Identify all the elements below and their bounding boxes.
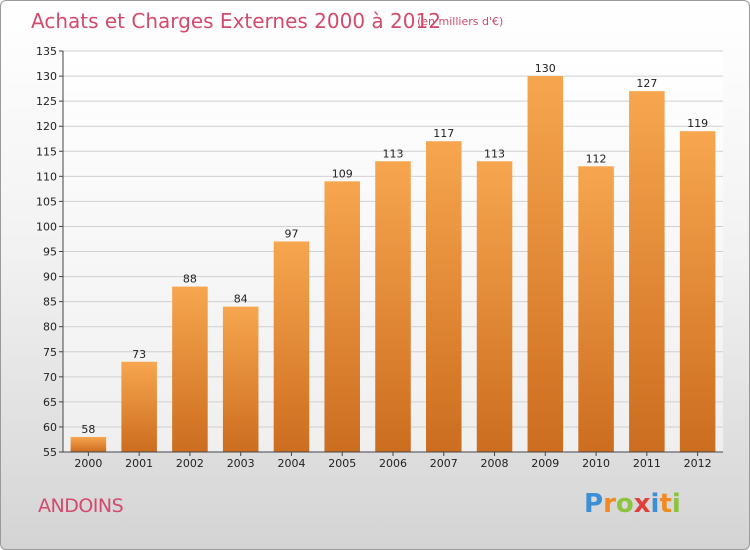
y-tick-label: 55 bbox=[43, 446, 57, 459]
bar-value-label: 127 bbox=[636, 77, 657, 90]
y-tick-label: 95 bbox=[43, 246, 57, 259]
x-tick-label: 2003 bbox=[227, 457, 255, 470]
x-tick-label: 2010 bbox=[582, 457, 610, 470]
y-tick-label: 125 bbox=[36, 95, 57, 108]
bar bbox=[70, 436, 107, 452]
y-tick-label: 85 bbox=[43, 296, 57, 309]
x-tick-label: 2005 bbox=[328, 457, 356, 470]
chart-title: Achats et Charges Externes 2000 à 2012 bbox=[31, 9, 441, 33]
logo-letter: i bbox=[671, 489, 681, 519]
logo-letter: o bbox=[615, 489, 634, 519]
logo-letter: x bbox=[633, 489, 651, 519]
y-tick-label: 120 bbox=[36, 120, 57, 133]
y-axis: 55 60 65 70 75 80 85 90 95 100 105 110 115 120 125 130 1… bbox=[36, 45, 63, 459]
bar bbox=[476, 161, 513, 452]
x-tick-label: 2011 bbox=[633, 457, 661, 470]
bar bbox=[629, 91, 665, 452]
bar bbox=[324, 181, 360, 452]
bar-value-label: 130 bbox=[535, 62, 556, 75]
x-tick-label: 2006 bbox=[379, 457, 407, 470]
bar-value-label: 119 bbox=[687, 117, 708, 130]
bar-value-label: 84 bbox=[234, 293, 248, 306]
x-tick-label: 2000 bbox=[74, 457, 102, 470]
bars: 58 73 88 84 97 109 113 117 113 130 112 127 119 bbox=[70, 62, 716, 452]
bar-value-label: 58 bbox=[81, 423, 95, 436]
x-tick-label: 2002 bbox=[176, 457, 204, 470]
y-tick-label: 135 bbox=[36, 45, 57, 58]
bar-value-label: 97 bbox=[284, 227, 298, 240]
y-tick-label: 100 bbox=[36, 220, 57, 233]
bar-value-label: 88 bbox=[183, 273, 197, 286]
bar bbox=[679, 131, 716, 452]
bar bbox=[222, 306, 259, 452]
bar-value-label: 113 bbox=[383, 147, 404, 160]
x-tick-label: 2009 bbox=[531, 457, 559, 470]
logo-letter: r bbox=[603, 489, 616, 519]
y-tick-label: 105 bbox=[36, 195, 57, 208]
bar bbox=[172, 286, 208, 452]
bar bbox=[527, 76, 564, 452]
y-tick-label: 75 bbox=[43, 346, 57, 359]
x-tick-label: 2001 bbox=[125, 457, 153, 470]
x-tick-label: 2004 bbox=[277, 457, 305, 470]
y-tick-label: 90 bbox=[43, 271, 57, 284]
bar bbox=[426, 141, 462, 452]
x-tick-label: 2012 bbox=[684, 457, 712, 470]
town-name: ANDOINS bbox=[38, 495, 124, 517]
bar bbox=[578, 166, 614, 452]
x-axis: 2000 2001 2002 2003 2004 2005 2006 2007 2008 2009… bbox=[74, 452, 712, 470]
bar-value-label: 117 bbox=[433, 127, 454, 140]
y-tick-label: 60 bbox=[43, 421, 57, 434]
bar-value-label: 113 bbox=[484, 147, 505, 160]
y-tick-label: 80 bbox=[43, 321, 57, 334]
bar bbox=[375, 161, 411, 452]
bar-value-label: 73 bbox=[132, 348, 146, 361]
bar-value-label: 109 bbox=[332, 167, 353, 180]
bar bbox=[273, 241, 310, 452]
axis-lines bbox=[62, 51, 723, 453]
logo-letter: t bbox=[659, 489, 672, 519]
x-tick-label: 2008 bbox=[481, 457, 509, 470]
bar bbox=[121, 361, 157, 452]
x-tick-label: 2007 bbox=[430, 457, 458, 470]
chart-subtitle: (en milliers d'€) bbox=[417, 15, 504, 28]
bar-value-label: 112 bbox=[586, 152, 607, 165]
proxiti-logo: Proxiti bbox=[584, 489, 681, 519]
y-tick-label: 70 bbox=[43, 371, 57, 384]
logo-letter: i bbox=[650, 489, 660, 519]
y-tick-label: 115 bbox=[36, 145, 57, 158]
logo-letter: P bbox=[584, 489, 604, 519]
y-tick-label: 110 bbox=[36, 170, 57, 183]
y-tick-label: 65 bbox=[43, 396, 57, 409]
y-tick-label: 130 bbox=[36, 70, 57, 83]
